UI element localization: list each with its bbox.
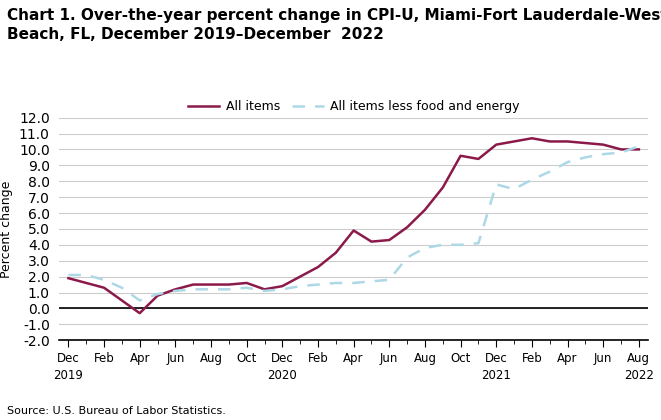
Legend: All items, All items less food and energy: All items, All items less food and energ… xyxy=(183,95,524,118)
Text: 2022: 2022 xyxy=(624,369,654,382)
Y-axis label: Percent change: Percent change xyxy=(1,180,13,278)
Text: Chart 1. Over-the-year percent change in CPI-U, Miami-Fort Lauderdale-West Palm
: Chart 1. Over-the-year percent change in… xyxy=(7,8,661,42)
Text: Source: U.S. Bureau of Labor Statistics.: Source: U.S. Bureau of Labor Statistics. xyxy=(7,406,225,416)
Text: 2020: 2020 xyxy=(268,369,297,382)
Text: 2019: 2019 xyxy=(54,369,83,382)
Text: 2021: 2021 xyxy=(481,369,511,382)
